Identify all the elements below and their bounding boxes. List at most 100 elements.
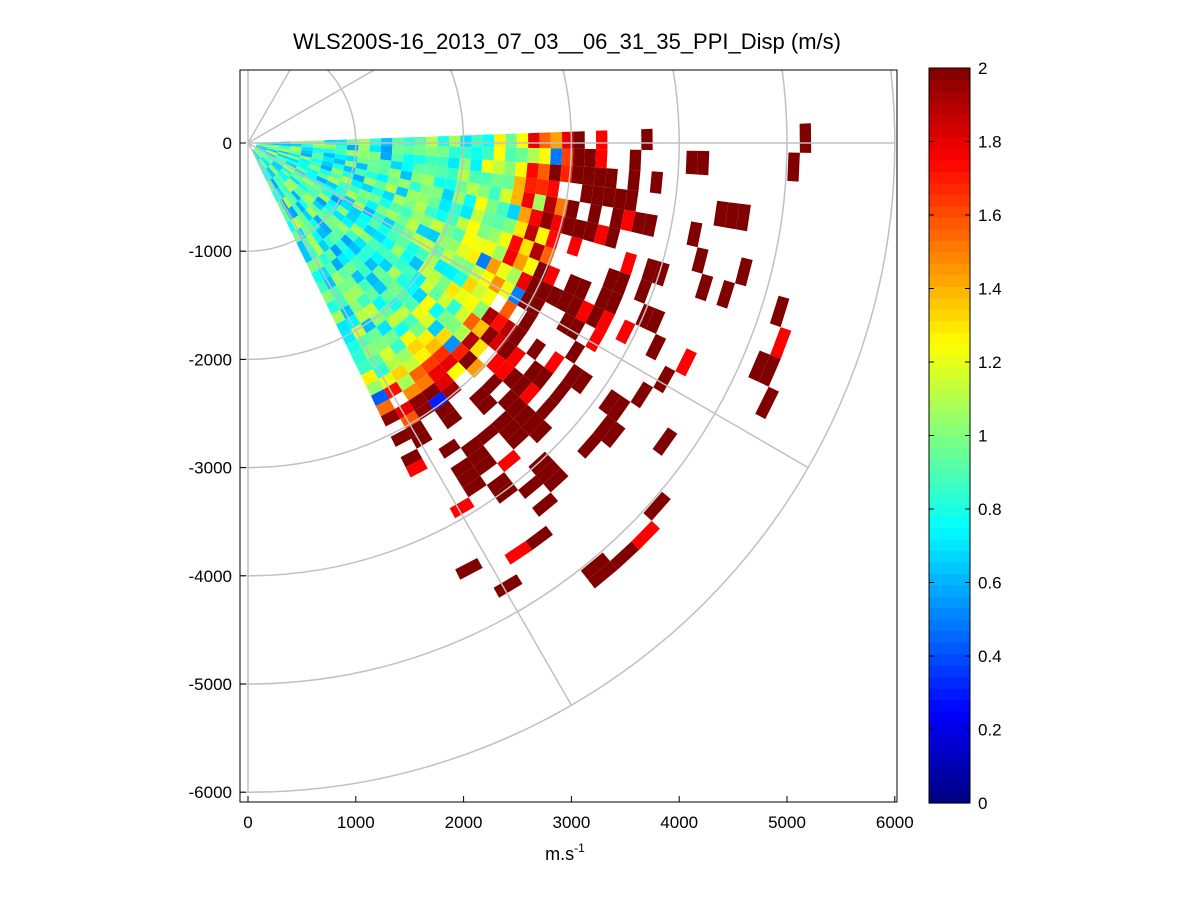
ppi-cell (641, 258, 659, 283)
x-tick-label: 6000 (876, 813, 914, 832)
ppi-cell (593, 167, 607, 187)
ppi-cell (403, 296, 420, 313)
ppi-cell (748, 350, 771, 382)
ppi-cell (271, 190, 280, 202)
y-tick-label: -5000 (189, 675, 232, 694)
ppi-cell (295, 165, 308, 174)
colorbar-strip (929, 768, 970, 781)
ppi-cell (267, 166, 276, 177)
ppi-cell (486, 227, 503, 245)
ppi-cell (312, 199, 324, 211)
ppi-cell (631, 520, 660, 550)
ppi-cell (490, 173, 504, 188)
ppi-cell (387, 296, 404, 313)
ppi-cell (423, 164, 437, 177)
ppi-cell (316, 210, 329, 223)
ppi-cell (419, 311, 437, 329)
ppi-cell (411, 303, 429, 321)
ppi-cell (519, 382, 541, 405)
ppi-cell (529, 420, 553, 444)
ppi-cell (417, 329, 435, 347)
ppi-cell (378, 258, 394, 273)
ppi-cell (256, 160, 264, 172)
ppi-cell (697, 150, 710, 176)
ppi-cell (406, 338, 425, 356)
ppi-cell (279, 145, 291, 149)
ppi-cell (306, 259, 318, 274)
ppi-cell (446, 361, 467, 381)
ppi-cell (518, 475, 544, 499)
ppi-cell (532, 261, 550, 282)
ppi-cell (274, 175, 284, 186)
ppi-cell (371, 295, 388, 311)
ppi-cell (305, 170, 318, 180)
ppi-cell (357, 263, 372, 279)
ppi-cell (321, 289, 335, 304)
ppi-cell (473, 196, 488, 212)
ppi-cell (545, 285, 564, 308)
ppi-cell (521, 191, 536, 209)
ppi-cell (323, 235, 336, 249)
ppi-cell (277, 151, 289, 157)
ppi-cell (290, 143, 302, 147)
ppi-cell (508, 325, 528, 347)
ppi-cell (481, 159, 494, 174)
ppi-cell (455, 242, 472, 260)
x-tick-label: 5000 (768, 813, 806, 832)
ppi-cell (276, 154, 288, 162)
ppi-cell (301, 146, 314, 151)
ppi-cell (289, 148, 302, 153)
ppi-cell (380, 152, 393, 161)
ppi-cells (251, 123, 812, 598)
ppi-cell (295, 185, 307, 196)
ppi-cell (592, 414, 617, 441)
colorbar-strip (929, 240, 970, 253)
ppi-cell (630, 381, 654, 409)
ppi-cell (336, 280, 351, 295)
ppi-cell (466, 358, 487, 379)
ppi-cell (354, 308, 370, 324)
ppi-cell (449, 497, 475, 519)
ppi-cell (521, 412, 544, 436)
ppi-cell (480, 211, 496, 228)
ppi-cell (366, 164, 380, 174)
ppi-cell (478, 269, 496, 288)
ppi-cell (364, 286, 380, 302)
ppi-cell (499, 319, 518, 340)
ppi-cell (426, 146, 438, 157)
ppi-cell (501, 174, 515, 190)
ppi-cell (381, 137, 393, 146)
ppi-cell (582, 166, 596, 186)
ppi-cell (322, 156, 335, 163)
ppi-cell (493, 574, 523, 598)
colorbar-strip (929, 182, 970, 195)
ppi-cell (470, 158, 483, 172)
ppi-cell (476, 423, 499, 446)
ppi-cell (272, 176, 282, 188)
ppi-cell (419, 183, 433, 196)
ppi-cell (620, 209, 636, 232)
ppi-cell (352, 173, 366, 183)
ppi-cell (408, 255, 425, 272)
ppi-cell (502, 367, 524, 390)
ppi-cell (414, 246, 430, 263)
colorbar-strip (929, 171, 970, 184)
ppi-cell (503, 161, 517, 176)
colorbar-strip (929, 676, 970, 689)
ppi-cell (446, 167, 459, 180)
ppi-cell (560, 216, 577, 237)
ppi-cell (471, 235, 487, 253)
ppi-cell (348, 299, 364, 315)
ppi-cell (516, 133, 529, 148)
colorbar-strip (929, 538, 970, 551)
colorbar-strip (929, 194, 970, 207)
ppi-cell (527, 296, 546, 318)
ppi-cell (548, 164, 562, 182)
ppi-cell (286, 159, 298, 166)
ppi-cell (428, 301, 446, 320)
ppi-cell (269, 164, 280, 174)
ppi-cell (461, 276, 479, 294)
ppi-cell (256, 143, 268, 146)
ppi-cell (299, 157, 311, 165)
